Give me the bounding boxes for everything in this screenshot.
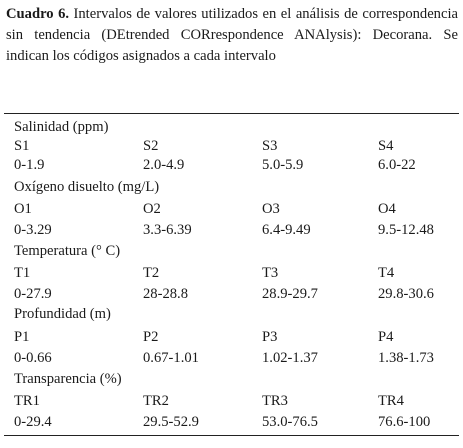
interval-code: P3 bbox=[262, 329, 278, 345]
interval-range: 6.4-9.49 bbox=[262, 222, 311, 238]
interval-code: O1 bbox=[14, 201, 32, 217]
interval-code: O2 bbox=[143, 201, 161, 217]
interval-range: 29.5-52.9 bbox=[143, 414, 199, 430]
interval-range: 28.9-29.7 bbox=[262, 286, 318, 302]
interval-code: P4 bbox=[378, 329, 394, 345]
interval-code: T1 bbox=[14, 265, 31, 281]
interval-code: S2 bbox=[143, 138, 159, 154]
interval-code: S4 bbox=[378, 138, 394, 154]
table-caption: Cuadro 6. Intervalos de valores utilizad… bbox=[6, 4, 458, 67]
interval-range: 5.0-5.9 bbox=[262, 157, 304, 173]
interval-range: 29.8-30.6 bbox=[378, 286, 434, 302]
interval-range: 6.0-22 bbox=[378, 157, 416, 173]
parameter-label: Transparencia (%) bbox=[14, 371, 122, 387]
interval-code: T2 bbox=[143, 265, 160, 281]
parameter-label: Salinidad (ppm) bbox=[14, 119, 109, 135]
interval-range: 0-0.66 bbox=[14, 350, 52, 366]
interval-range: 0-3.29 bbox=[14, 222, 52, 238]
interval-range: 0-27.9 bbox=[14, 286, 52, 302]
interval-code: P1 bbox=[14, 329, 30, 345]
table-bottom-rule bbox=[4, 435, 459, 436]
interval-range: 3.3-6.39 bbox=[143, 222, 192, 238]
interval-range: 53.0-76.5 bbox=[262, 414, 318, 430]
parameter-label: Oxígeno disuelto (mg/L) bbox=[14, 179, 160, 195]
interval-code: S1 bbox=[14, 138, 30, 154]
caption-label: Cuadro 6. bbox=[6, 6, 70, 22]
interval-range: 9.5-12.48 bbox=[378, 222, 434, 238]
interval-code: O3 bbox=[262, 201, 280, 217]
interval-code: TR3 bbox=[262, 393, 288, 409]
caption-text: Intervalos de valores utilizados en el a… bbox=[6, 6, 458, 64]
interval-code: O4 bbox=[378, 201, 396, 217]
interval-code: T4 bbox=[378, 265, 395, 281]
interval-code: TR1 bbox=[14, 393, 40, 409]
interval-code: TR4 bbox=[378, 393, 404, 409]
interval-code: P2 bbox=[143, 329, 159, 345]
interval-code: TR2 bbox=[143, 393, 169, 409]
parameter-label: Profundidad (m) bbox=[14, 306, 111, 322]
interval-range: 1.02-1.37 bbox=[262, 350, 318, 366]
interval-range: 1.38-1.73 bbox=[378, 350, 434, 366]
interval-code: S3 bbox=[262, 138, 278, 154]
interval-range: 0.67-1.01 bbox=[143, 350, 199, 366]
parameter-label: Temperatura (° C) bbox=[14, 243, 121, 259]
table-top-rule bbox=[4, 113, 459, 114]
interval-range: 0-29.4 bbox=[14, 414, 52, 430]
interval-range: 76.6-100 bbox=[378, 414, 431, 430]
interval-range: 28-28.8 bbox=[143, 286, 188, 302]
interval-range: 0-1.9 bbox=[14, 157, 45, 173]
interval-range: 2.0-4.9 bbox=[143, 157, 185, 173]
interval-code: T3 bbox=[262, 265, 279, 281]
